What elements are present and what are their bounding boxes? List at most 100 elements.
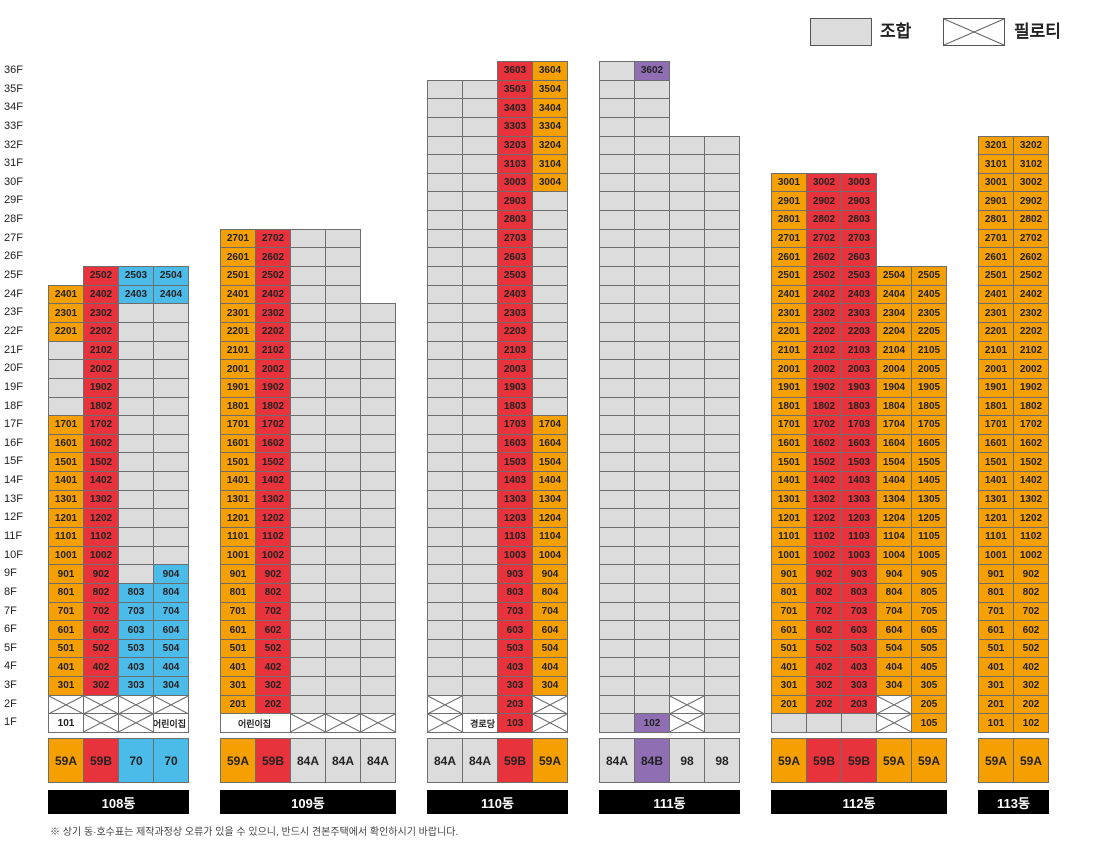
unit-cell: 어린이집	[220, 713, 291, 734]
unit-cell: 1804	[876, 396, 912, 417]
unit-cell	[599, 228, 635, 249]
unit-cell: 2902	[1013, 191, 1049, 212]
floor-label-26F: 26F	[4, 250, 23, 263]
unit-cell	[634, 582, 670, 603]
unit-type-cell: 98	[669, 738, 705, 783]
unit-cell	[634, 172, 670, 193]
unit-cell	[599, 657, 635, 678]
unit-cell	[669, 527, 705, 547]
unit-cell: 1202	[806, 508, 842, 528]
unit-cell	[462, 377, 498, 398]
unit-cell: 2702	[1013, 228, 1049, 249]
unit-cell: 3204	[532, 135, 568, 156]
unit-cell	[325, 396, 361, 417]
unit-cell	[704, 135, 740, 156]
unit-cell	[599, 61, 635, 81]
unit-type-cell: 59B	[806, 738, 842, 783]
unit-cell	[360, 321, 396, 342]
unit-cell: 402	[83, 657, 119, 678]
unit-cell: 702	[1013, 601, 1049, 622]
unit-cell	[704, 303, 740, 323]
unit-cell: 2001	[220, 359, 256, 379]
unit-cell: 1103	[841, 527, 877, 547]
unit-cell: 3003	[841, 172, 877, 193]
floor-label-27F: 27F	[4, 231, 23, 244]
unit-cell	[325, 527, 361, 547]
unit-cell: 1402	[255, 471, 291, 491]
floor-label-1F: 1F	[4, 716, 17, 729]
unit-cell	[669, 489, 705, 510]
unit-cell: 2303	[841, 303, 877, 323]
floor-label-35F: 35F	[4, 82, 23, 95]
unit-type-cell: 70	[118, 738, 154, 783]
unit-cell: 1903	[841, 377, 877, 398]
unit-cell	[290, 620, 326, 640]
unit-cell: 3303	[497, 116, 533, 137]
unit-cell: 2003	[497, 359, 533, 379]
unit-cell	[462, 154, 498, 174]
unit-cell	[118, 452, 154, 473]
unit-cell: 2502	[255, 266, 291, 286]
unit-cell: 501	[978, 638, 1014, 659]
unit-cell	[48, 359, 84, 379]
unit-cell	[599, 321, 635, 342]
unit-cell	[634, 638, 670, 659]
unit-cell: 1004	[876, 545, 912, 566]
unit-cell: 2701	[220, 228, 256, 249]
unit-cell: 1301	[978, 489, 1014, 510]
unit-cell	[599, 471, 635, 491]
unit-cell: 3102	[1013, 154, 1049, 174]
unit-cell	[599, 713, 635, 734]
unit-type-cell: 59B	[497, 738, 533, 783]
unit-cell: 1003	[497, 545, 533, 566]
unit-cell: 1204	[876, 508, 912, 528]
unit-type-cell: 70	[153, 738, 189, 783]
unit-cell: 1103	[497, 527, 533, 547]
unit-cell	[462, 564, 498, 584]
unit-cell	[290, 415, 326, 435]
unit-cell: 1902	[255, 377, 291, 398]
unit-cell	[462, 303, 498, 323]
unit-cell	[704, 377, 740, 398]
unit-cell: 401	[978, 657, 1014, 678]
unit-cell: 2002	[83, 359, 119, 379]
unit-cell: 603	[841, 620, 877, 640]
unit-cell: 3002	[806, 172, 842, 193]
unit-type-cell: 59A	[876, 738, 912, 783]
unit-cell	[669, 321, 705, 342]
unit-cell: 3003	[497, 172, 533, 193]
unit-cell	[325, 321, 361, 342]
unit-cell: 704	[532, 601, 568, 622]
unit-cell	[599, 116, 635, 137]
unit-type-cell: 59A	[220, 738, 256, 783]
unit-type-cell: 84A	[462, 738, 498, 783]
unit-cell: 1001	[771, 545, 807, 566]
unit-cell	[634, 210, 670, 230]
unit-cell: 3002	[1013, 172, 1049, 193]
unit-cell: 203	[841, 694, 877, 715]
unit-cell	[704, 713, 740, 734]
unit-cell: 어린이집	[153, 713, 189, 734]
unit-cell: 701	[771, 601, 807, 622]
unit-cell	[325, 377, 361, 398]
unit-cell	[462, 433, 498, 454]
unit-cell	[360, 564, 396, 584]
unit-cell: 1403	[841, 471, 877, 491]
unit-cell: 2104	[876, 340, 912, 361]
unit-cell: 2403	[497, 284, 533, 305]
unit-cell	[427, 545, 463, 566]
unit-cell	[325, 694, 361, 715]
unit-cell: 2302	[83, 303, 119, 323]
unit-cell: 2601	[220, 247, 256, 268]
unit-cell: 2801	[978, 210, 1014, 230]
unit-cell: 2505	[911, 266, 947, 286]
unit-cell	[634, 303, 670, 323]
unit-cell: 2101	[771, 340, 807, 361]
unit-cell	[360, 377, 396, 398]
unit-cell	[462, 135, 498, 156]
unit-cell: 2603	[497, 247, 533, 268]
unit-cell	[118, 340, 154, 361]
piloti-cross-icon	[428, 695, 462, 714]
unit-cell	[153, 340, 189, 361]
unit-cell: 1201	[48, 508, 84, 528]
